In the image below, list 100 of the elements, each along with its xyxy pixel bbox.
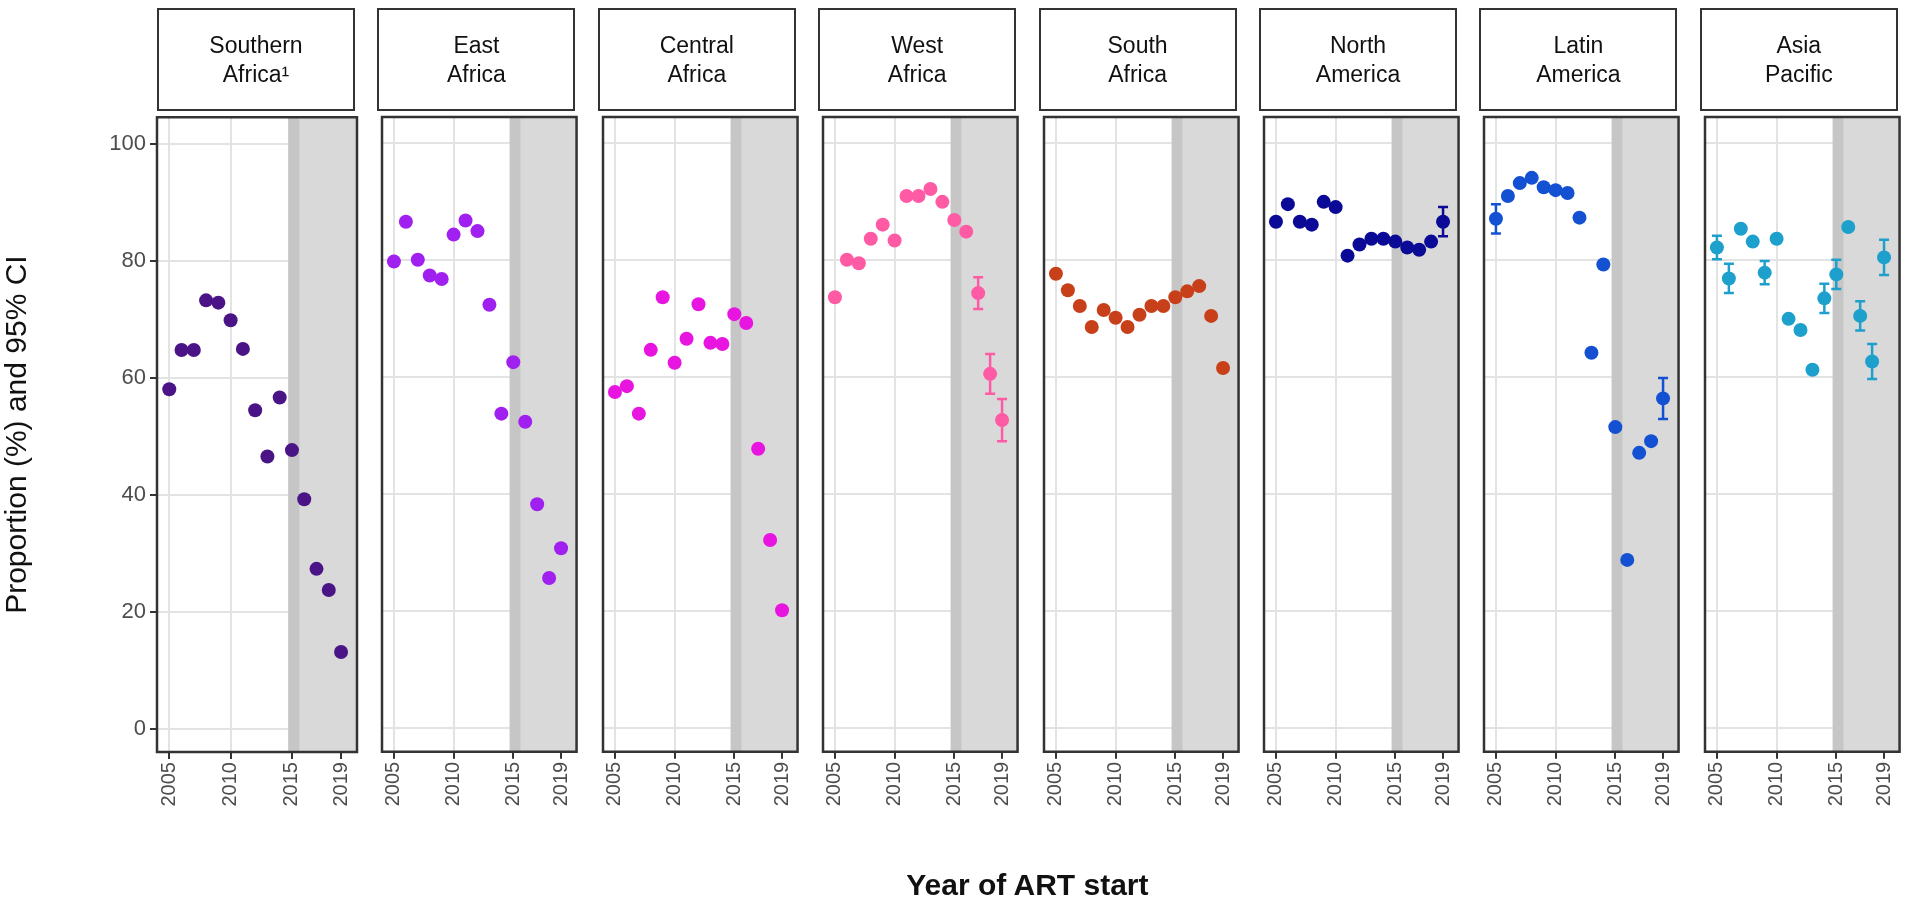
point [447, 227, 462, 242]
point [1167, 290, 1182, 305]
x-tick-label: 2019 [328, 761, 351, 807]
point [248, 403, 263, 418]
y-tick-label: 100 [109, 129, 146, 155]
x-tick-label: 2019 [769, 761, 792, 807]
point [1340, 248, 1355, 263]
y-tick-label: 40 [121, 480, 146, 506]
point [1644, 434, 1659, 449]
point [506, 355, 521, 370]
x-tick-label: 2010 [1543, 761, 1566, 807]
point [518, 414, 533, 429]
point [458, 213, 473, 228]
point [1132, 307, 1147, 322]
point [703, 335, 718, 350]
point [1144, 298, 1159, 313]
point [1084, 320, 1099, 335]
point [762, 533, 777, 548]
point [1179, 284, 1194, 299]
point [667, 355, 682, 370]
x-tick-label: 2005 [381, 761, 404, 807]
point [1191, 279, 1206, 294]
point [284, 442, 299, 457]
point [174, 342, 189, 357]
chart-title: Asia Pacific [1764, 30, 1833, 89]
point [1608, 420, 1623, 435]
point [1513, 176, 1528, 191]
point [1412, 242, 1427, 257]
x-tick-label: 2015 [501, 761, 524, 807]
x-tick-label: 2015 [721, 761, 744, 807]
point [1268, 214, 1283, 229]
chart-title: West Africa [887, 30, 947, 89]
point [1584, 345, 1599, 360]
point [1572, 210, 1587, 225]
point [260, 449, 275, 464]
point [828, 290, 843, 305]
x-tick-label: 2015 [1603, 761, 1626, 807]
x-tick-label: 2019 [1210, 761, 1233, 807]
point [223, 313, 238, 328]
x-tick-label: 2005 [1043, 761, 1066, 807]
point [1525, 170, 1540, 185]
point [1424, 234, 1439, 249]
point [1328, 200, 1343, 215]
x-tick-label: 2010 [1763, 761, 1786, 807]
x-tick-label: 2019 [1430, 761, 1453, 807]
point [1632, 445, 1647, 460]
point [739, 315, 754, 330]
point [887, 233, 902, 248]
point [899, 188, 914, 203]
x-tick-label: 2015 [942, 761, 964, 807]
point [1400, 240, 1415, 255]
point [875, 217, 890, 232]
point [619, 379, 634, 394]
point [1155, 298, 1170, 313]
x-tick-label: 2010 [661, 761, 684, 807]
chart-title: Southern Africa¹ [209, 30, 303, 89]
chart-title: East Africa [447, 30, 506, 89]
point [321, 582, 336, 597]
x-tick-label: 2005 [602, 761, 625, 807]
x-tick-label: 2010 [1323, 761, 1346, 807]
point [235, 341, 250, 356]
point [959, 224, 974, 239]
point [923, 181, 938, 196]
point [272, 390, 287, 405]
point [727, 307, 742, 322]
point [411, 252, 426, 267]
point [1203, 308, 1218, 323]
x-tick-label: 2010 [1102, 761, 1125, 807]
x-tick-label: 2019 [1871, 761, 1894, 807]
point [691, 297, 706, 312]
point [1304, 217, 1319, 232]
point [1501, 188, 1516, 203]
point [1292, 214, 1307, 229]
chart-title: Central Africa [659, 30, 734, 89]
y-tick-label: 0 [133, 714, 146, 740]
point [631, 406, 646, 421]
chart-title: North America [1315, 30, 1401, 89]
point [1388, 234, 1403, 249]
point [1108, 310, 1123, 325]
point [750, 441, 765, 456]
point [297, 492, 312, 507]
point [715, 337, 730, 352]
point [1805, 362, 1820, 377]
x-tick-label: 2010 [441, 761, 464, 807]
x-tick-label: 2019 [1650, 761, 1673, 807]
point [334, 644, 349, 659]
point [530, 497, 545, 512]
point [1376, 231, 1391, 246]
point [554, 541, 569, 556]
point [399, 214, 414, 229]
chart-title: South Africa [1107, 30, 1168, 89]
y-tick-label: 60 [121, 363, 146, 389]
point [1781, 311, 1796, 326]
x-tick-label: 2015 [1162, 761, 1185, 807]
x-tick-label: 2005 [1704, 761, 1727, 807]
point [482, 297, 497, 312]
point [1841, 219, 1856, 234]
point [1537, 180, 1552, 195]
point [542, 571, 557, 586]
x-tick-label: 2010 [218, 761, 241, 807]
